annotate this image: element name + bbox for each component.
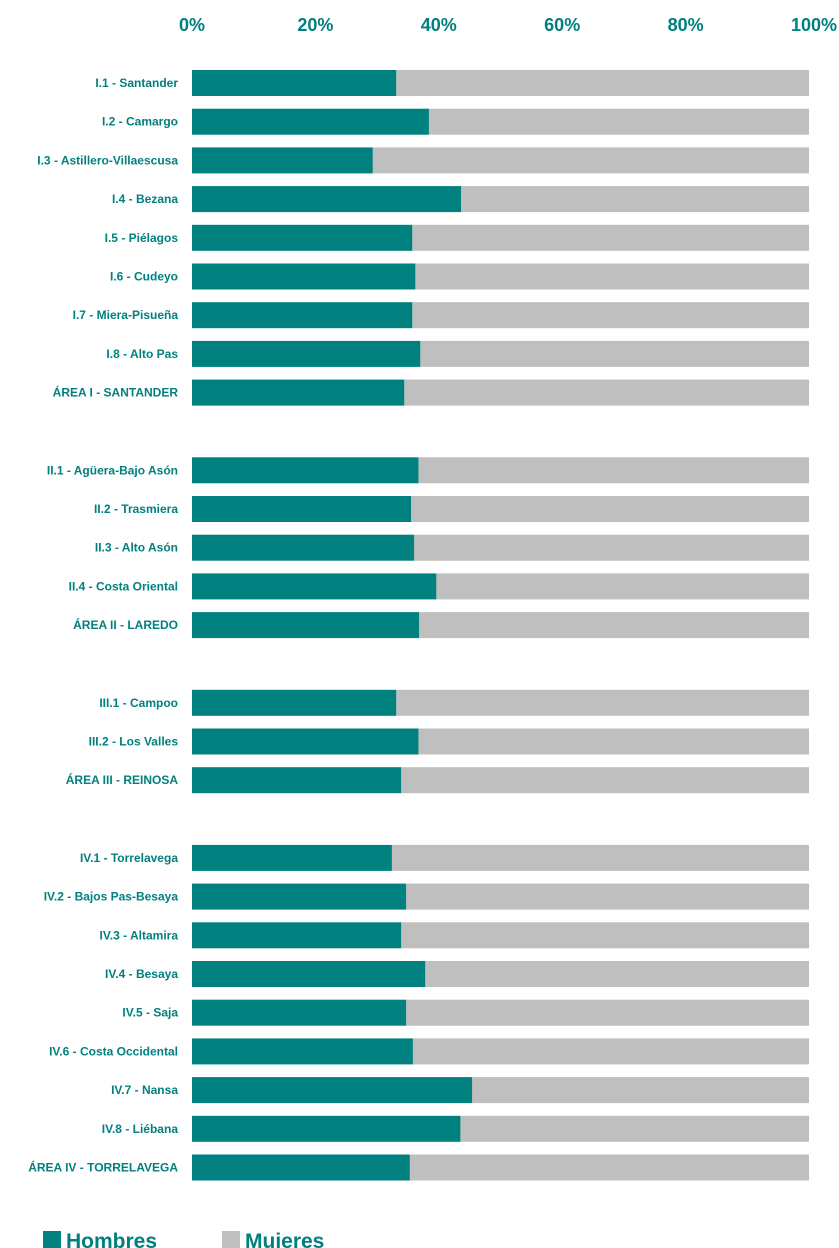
- category-label: I.7 - Miera-Pisueña: [73, 308, 179, 322]
- legend-label-mujeres: Mujeres: [245, 1230, 324, 1248]
- legend-swatch-hombres: [43, 1231, 61, 1248]
- category-label: II.3 - Alto Asón: [95, 541, 178, 555]
- bar-mujeres: [372, 147, 809, 174]
- bar-hombres: [192, 844, 392, 871]
- bar-mujeres: [411, 496, 809, 522]
- bar-hombres: [192, 1038, 413, 1065]
- bar-mujeres: [425, 961, 809, 987]
- legend-label-hombres: Hombres: [66, 1230, 157, 1248]
- x-tick-label: 80%: [668, 15, 704, 35]
- bar-hombres: [192, 340, 421, 367]
- category-label: IV.7 - Nansa: [111, 1083, 178, 1097]
- bar-mujeres: [401, 767, 809, 794]
- bar-mujeres: [406, 999, 809, 1026]
- category-label: III.2 - Los Valles: [89, 735, 179, 749]
- bar-hombres: [192, 689, 397, 716]
- category-label: I.2 - Camargo: [102, 115, 178, 129]
- x-axis-ticks: 0% 20% 40% 60% 80% 100%: [179, 15, 837, 35]
- bar-mujeres: [409, 1154, 809, 1181]
- category-label: IV.8 - Liébana: [102, 1122, 179, 1136]
- bar-mujeres: [415, 263, 809, 290]
- category-label: ÁREA II - LAREDO: [73, 617, 178, 632]
- bar-hombres: [192, 496, 412, 522]
- bar-mujeres: [418, 728, 809, 755]
- category-label: I.8 - Alto Pas: [106, 347, 178, 361]
- bar-hombres: [192, 999, 407, 1026]
- category-label: ÁREA III - REINOSA: [66, 772, 179, 787]
- bar-mujeres: [404, 379, 809, 406]
- bar-area: [192, 70, 809, 1181]
- bar-hombres: [192, 728, 419, 755]
- bar-mujeres: [396, 70, 809, 96]
- category-label: I.4 - Bezana: [112, 192, 178, 206]
- category-label: IV.4 - Besaya: [105, 967, 178, 981]
- bar-hombres: [192, 612, 420, 639]
- category-label: I.5 - Piélagos: [105, 231, 179, 245]
- category-label: I.3 - Astillero-Villaescusa: [37, 153, 178, 167]
- bar-mujeres: [401, 922, 809, 949]
- bar-hombres: [192, 922, 402, 949]
- category-label: IV.5 - Saja: [122, 1006, 178, 1020]
- bar-mujeres: [412, 302, 809, 329]
- bar-hombres: [192, 147, 373, 174]
- bar-hombres: [192, 263, 416, 290]
- bar-hombres: [192, 224, 413, 251]
- x-tick-label: 40%: [421, 15, 457, 35]
- bar-hombres: [192, 1077, 473, 1104]
- category-label: I.1 - Santander: [95, 76, 178, 90]
- category-label: IV.2 - Bajos Pas-Besaya: [44, 890, 179, 904]
- bar-hombres: [192, 70, 397, 96]
- x-tick-label: 100%: [791, 15, 837, 35]
- bar-hombres: [192, 883, 407, 910]
- category-label: ÁREA I - SANTANDER: [53, 385, 179, 400]
- x-tick-label: 20%: [297, 15, 333, 35]
- bar-mujeres: [428, 108, 809, 135]
- x-tick-label: 60%: [544, 15, 580, 35]
- bar-mujeres: [436, 573, 809, 600]
- category-labels: I.1 - Santander I.2 - Camargo I.3 - Astill…: [28, 76, 178, 1175]
- bar-mujeres: [460, 1115, 809, 1142]
- bar-hombres: [192, 767, 402, 794]
- bar-mujeres: [419, 612, 809, 639]
- bar-mujeres: [412, 224, 809, 251]
- bar-mujeres: [391, 844, 809, 871]
- category-label: II.4 - Costa Oriental: [69, 579, 178, 593]
- category-label: I.6 - Cudeyo: [110, 270, 178, 284]
- bar-mujeres: [420, 340, 809, 367]
- category-label: III.1 - Campoo: [99, 696, 178, 710]
- bar-hombres: [192, 108, 429, 135]
- category-label: IV.6 - Costa Occidental: [49, 1044, 178, 1058]
- category-label: ÁREA IV - TORRELAVEGA: [28, 1160, 178, 1175]
- category-label: II.1 - Agüera-Bajo Asón: [47, 463, 178, 477]
- bar-mujeres: [414, 534, 809, 561]
- bar-hombres: [192, 457, 419, 484]
- bar-hombres: [192, 1115, 461, 1142]
- legend: Hombres Mujeres: [43, 1230, 324, 1248]
- category-label: IV.3 - Altamira: [100, 928, 179, 942]
- x-tick-label: 0%: [179, 15, 205, 35]
- bar-hombres: [192, 573, 437, 600]
- bar-hombres: [192, 534, 415, 561]
- bar-mujeres: [412, 1038, 809, 1065]
- bar-mujeres: [472, 1077, 809, 1104]
- category-label: IV.1 - Torrelavega: [80, 851, 178, 865]
- category-label: II.2 - Trasmiera: [94, 502, 178, 516]
- bar-hombres: [192, 1154, 410, 1181]
- bar-mujeres: [396, 689, 809, 716]
- bar-hombres: [192, 302, 413, 329]
- bar-hombres: [192, 961, 426, 987]
- bar-mujeres: [406, 883, 809, 910]
- legend-swatch-mujeres: [222, 1231, 240, 1248]
- bar-mujeres: [418, 457, 809, 484]
- bar-hombres: [192, 186, 462, 213]
- bar-mujeres: [461, 186, 809, 213]
- bar-hombres: [192, 379, 405, 406]
